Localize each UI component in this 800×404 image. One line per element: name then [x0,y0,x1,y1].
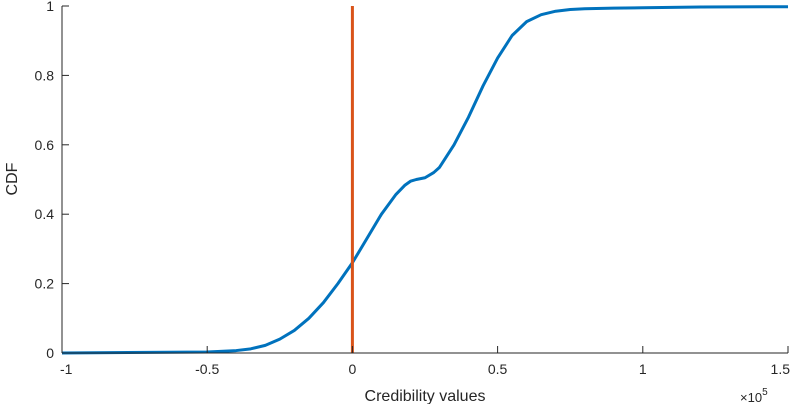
series-layer [61,5,789,355]
x-tick-label: 0.5 [488,361,508,377]
x-tick-label: 1 [639,361,647,377]
x-multiplier-exponent: 5 [762,387,768,398]
y-tick-label: 0.6 [35,137,55,153]
cdf-curve-line [61,5,789,355]
y-tick-label: 0 [46,345,54,361]
ticks-layer: -1 -0.5 0 0.5 1 1.5 0 0.2 0.4 0.6 0.8 1 [35,0,791,377]
x-tick-label: -1 [60,361,73,377]
x-tick-label: -0.5 [195,361,219,377]
plot-area [62,6,788,353]
y-tick-label: 1 [46,0,54,14]
x-multiplier-label: ×105 [740,387,768,404]
y-tick-label: 0.4 [35,206,55,222]
y-tick-label: 0.8 [35,67,55,83]
y-tick-label: 0.2 [35,276,55,292]
x-axis-label: Credibility values [365,388,486,404]
x-multiplier-base: ×10 [740,390,762,404]
axes-layer [61,6,788,354]
x-tick-label: 1.5 [771,361,791,377]
y-axis-label: CDF [4,162,21,195]
x-tick-label: 0 [349,361,357,377]
